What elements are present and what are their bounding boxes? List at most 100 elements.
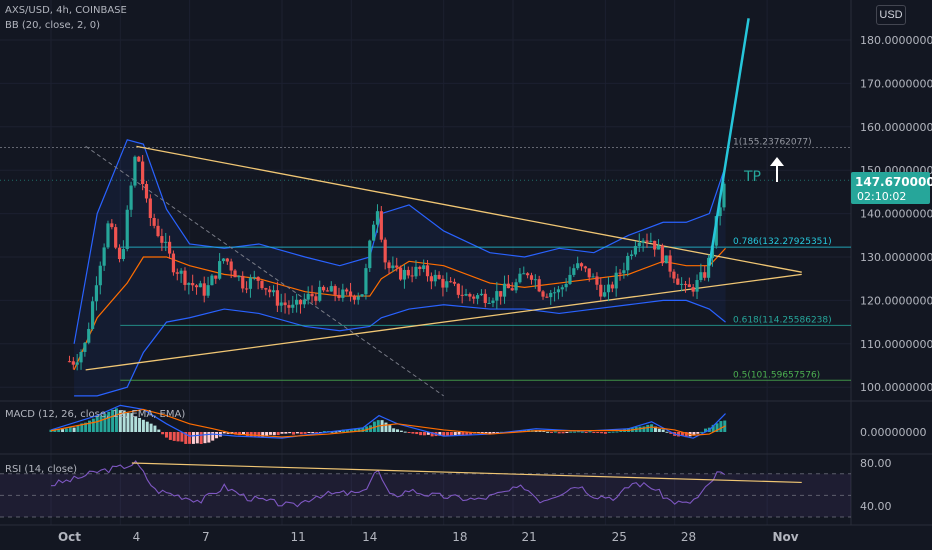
- candle-body: [410, 275, 414, 277]
- triangle-trendline[interactable]: [85, 273, 802, 371]
- macd-histogram-bar: [711, 424, 715, 432]
- macd-histogram-bar: [338, 430, 342, 432]
- macd-histogram-bar: [345, 430, 349, 432]
- macd-histogram-bar: [384, 422, 388, 432]
- macd-histogram-bar: [438, 432, 442, 436]
- candle-body: [372, 224, 376, 241]
- candle-body: [318, 286, 322, 301]
- projection-line-path[interactable]: [708, 18, 750, 266]
- candle-body: [437, 274, 441, 279]
- candle-body: [194, 285, 199, 288]
- candle-body: [210, 275, 214, 286]
- macd-histogram-bar: [253, 432, 257, 437]
- candle-body: [321, 286, 326, 291]
- candle-body: [645, 240, 649, 242]
- macd-histogram-bar: [361, 428, 365, 432]
- macd-histogram-bar: [480, 432, 484, 434]
- candle-body: [572, 268, 576, 275]
- macd-histogram-bar: [168, 432, 172, 440]
- candle-body: [495, 291, 499, 301]
- candle-body: [614, 272, 618, 289]
- candle-body: [175, 272, 179, 274]
- fib-level-label: 0.786(132.27925351): [733, 237, 832, 247]
- macd-histogram-bar: [342, 429, 346, 432]
- rsi-indicator-label[interactable]: RSI (14, close): [5, 464, 78, 475]
- macd-histogram-bar: [523, 429, 527, 432]
- macd-line: [50, 404, 726, 439]
- candle-body: [314, 296, 318, 301]
- macd-histogram-bar: [199, 432, 203, 444]
- time-tick-label: 21: [522, 530, 537, 544]
- macd-histogram-bar: [226, 432, 230, 434]
- macd-histogram-bar: [130, 413, 134, 432]
- rsi-pane: [0, 460, 851, 518]
- macd-histogram-bar: [715, 423, 719, 432]
- candle-body: [368, 240, 372, 269]
- macd-histogram-bar: [165, 432, 168, 438]
- macd-histogram-bar: [72, 427, 76, 432]
- time-tick-label: 28: [681, 530, 696, 544]
- time-scale[interactable]: Oct 4 7 11 14 18 21 25 28 Nov: [58, 530, 799, 544]
- candle-body: [117, 247, 122, 259]
- candle-body: [472, 296, 476, 299]
- macd-histogram-bar: [134, 416, 138, 432]
- macd-histogram-bar: [603, 432, 607, 434]
- macd-histogram-bar: [257, 432, 261, 438]
- macd-histogram-bar: [111, 409, 115, 432]
- candle-body: [425, 265, 430, 277]
- macd-histogram-bar: [550, 432, 553, 433]
- macd-histogram-bar: [261, 432, 265, 437]
- macd-histogram-bar: [546, 431, 550, 433]
- candle-body: [718, 207, 722, 217]
- macd-histogram-bar: [415, 432, 419, 435]
- candle-body: [626, 255, 630, 271]
- bb-indicator-label[interactable]: BB (20, close, 2, 0): [5, 20, 100, 31]
- candle-body: [522, 273, 526, 275]
- candle-body: [187, 283, 191, 285]
- candle-body: [653, 240, 657, 250]
- candle-body: [291, 304, 295, 308]
- triangle-trendline[interactable]: [136, 145, 802, 273]
- macd-histogram-bar: [442, 432, 446, 437]
- candle-body: [429, 276, 433, 282]
- candle-body: [218, 261, 222, 279]
- candle-body: [256, 276, 260, 281]
- macd-histogram-bar: [215, 432, 219, 439]
- macd-histogram-bar: [311, 432, 315, 434]
- candle-body: [633, 246, 638, 255]
- currency-button[interactable]: USD: [876, 5, 906, 25]
- candle-body: [121, 249, 125, 259]
- macd-histogram-bar: [700, 431, 704, 433]
- candle-body: [672, 271, 676, 279]
- tp-annotation[interactable]: TP: [743, 157, 784, 185]
- candle-body: [449, 281, 453, 283]
- bar-countdown: 02:10:02: [857, 190, 907, 203]
- macd-histogram-bar: [349, 429, 353, 432]
- macd-histogram-bar: [284, 432, 288, 434]
- bb-basis-line: [73, 247, 726, 371]
- macd-histogram-bar: [68, 427, 72, 432]
- candle-body: [506, 283, 510, 289]
- macd-histogram-bar: [203, 432, 207, 444]
- macd-histogram-bar: [584, 432, 588, 433]
- symbol-title[interactable]: AXS/USD, 4h, COINBASE: [5, 5, 127, 16]
- time-tick-label: 18: [452, 530, 467, 544]
- projection-line[interactable]: [708, 18, 750, 266]
- candle-body: [241, 275, 245, 289]
- macd-histogram-bar: [141, 419, 145, 432]
- candle-body: [456, 283, 460, 295]
- candle-body: [71, 361, 75, 365]
- macd-histogram-bar: [211, 432, 215, 441]
- macd-histogram-bar: [188, 432, 192, 444]
- rsi-trendline[interactable]: [131, 462, 802, 484]
- macd-histogram-bar: [388, 425, 392, 432]
- macd-indicator-label[interactable]: MACD (12, 26, close, 12, EMA, EMA): [5, 409, 186, 420]
- macd-histogram-bar: [64, 428, 68, 432]
- candle-body: [656, 245, 661, 250]
- candle-body: [295, 299, 299, 305]
- macd-histogram-bar: [295, 432, 299, 434]
- macd-histogram-bar: [561, 432, 565, 434]
- candle-body: [499, 291, 503, 297]
- candle-body: [452, 281, 457, 284]
